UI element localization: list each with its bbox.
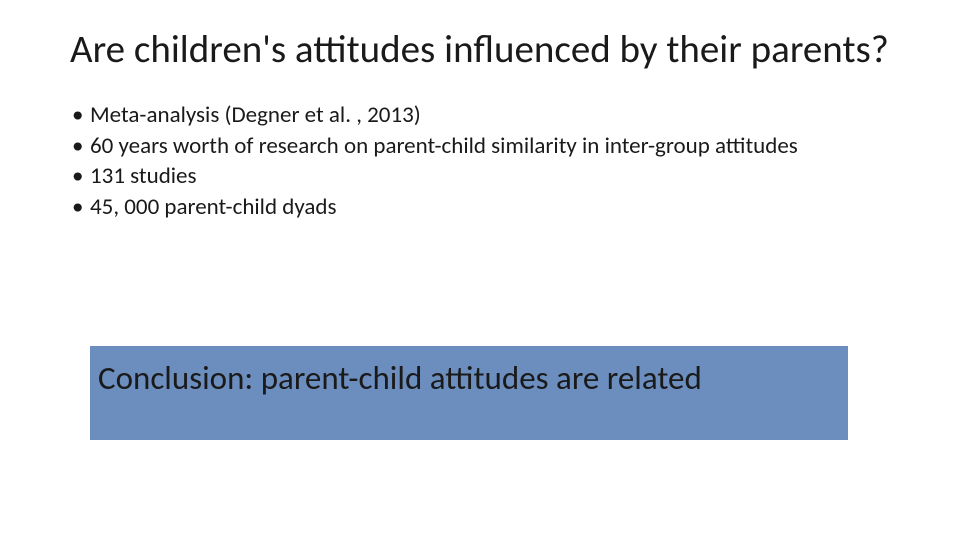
conclusion-text: Conclusion: parent-child attitudes are r… — [98, 358, 702, 398]
bullet-item: Meta-analysis (Degner et al. , 2013) — [72, 101, 890, 130]
slide-title: Are children's attitudes influenced by t… — [70, 28, 890, 73]
bullet-item: 131 studies — [72, 162, 890, 191]
conclusion-box: Conclusion: parent-child attitudes are r… — [90, 346, 848, 440]
bullet-list: Meta-analysis (Degner et al. , 2013) 60 … — [70, 101, 890, 222]
slide-container: Are children's attitudes influenced by t… — [0, 0, 960, 222]
bullet-item: 60 years worth of research on parent-chi… — [72, 132, 890, 161]
bullet-item: 45, 000 parent-child dyads — [72, 193, 890, 222]
